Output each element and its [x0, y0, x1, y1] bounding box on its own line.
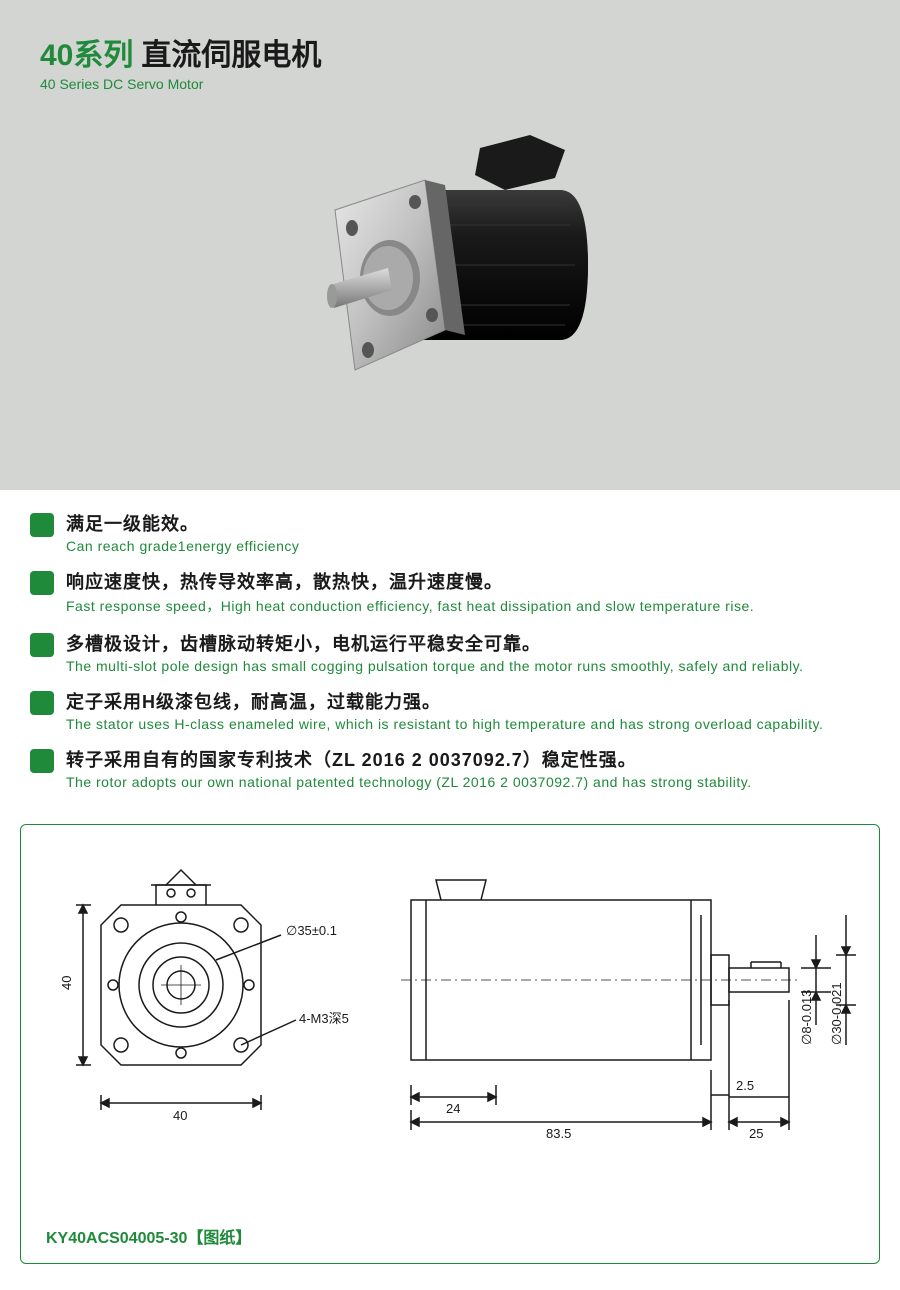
dim-83: 83.5 — [546, 1126, 571, 1141]
feature-item: 满足一级能效。 Can reach grade1energy efficienc… — [30, 510, 860, 554]
bullet-icon — [30, 571, 54, 595]
motor-render — [270, 130, 630, 410]
feature-text: 满足一级能效。 Can reach grade1energy efficienc… — [66, 510, 860, 554]
feature-en: The stator uses H-class enameled wire, w… — [66, 716, 860, 732]
bullet-icon — [30, 691, 54, 715]
bullet-icon — [30, 513, 54, 537]
feature-item: 多槽极设计，齿槽脉动转矩小，电机运行平稳安全可靠。 The multi-slot… — [30, 630, 860, 674]
feature-cn: 满足一级能效。 — [66, 510, 860, 536]
feature-en: Fast response speed，High heat conduction… — [66, 596, 860, 616]
technical-drawing: ∅35±0.1 4-M3深5 40 40 24 83.5 25 2.5 ∅8-0… — [41, 845, 859, 1205]
feature-en: The rotor adopts our own national patent… — [66, 774, 860, 790]
dim-d30: ∅30-0.021 — [829, 982, 844, 1045]
feature-text: 定子采用H级漆包线，耐高温，过载能力强。 The stator uses H-c… — [66, 688, 860, 732]
title-row: 40系列 直流伺服电机 — [40, 30, 860, 74]
feature-item: 响应速度快，热传导效率高，散热快，温升速度慢。 Fast response sp… — [30, 568, 860, 616]
feature-en: The multi-slot pole design has small cog… — [66, 658, 860, 674]
dim-d8: ∅8-0.013 — [799, 990, 814, 1045]
feature-cn: 定子采用H级漆包线，耐高温，过载能力强。 — [66, 688, 860, 714]
dim-w40: 40 — [173, 1108, 187, 1123]
feature-cn: 多槽极设计，齿槽脉动转矩小，电机运行平稳安全可靠。 — [66, 630, 860, 656]
dim-24: 24 — [446, 1101, 460, 1116]
dim-m3: 4-M3深5 — [299, 1011, 349, 1026]
feature-item: 定子采用H级漆包线，耐高温，过载能力强。 The stator uses H-c… — [30, 688, 860, 732]
dim-25: 25 — [749, 1126, 763, 1141]
drawing-container: ∅35±0.1 4-M3深5 40 40 24 83.5 25 2.5 ∅8-0… — [20, 824, 880, 1264]
dim-2-5: 2.5 — [736, 1078, 754, 1093]
features-list: 满足一级能效。 Can reach grade1energy efficienc… — [0, 490, 900, 819]
dim-d35: ∅35±0.1 — [286, 923, 337, 938]
feature-item: 转子采用自有的国家专利技术（ZL 2016 2 0037092.7）稳定性强。 … — [30, 746, 860, 790]
feature-text: 响应速度快，热传导效率高，散热快，温升速度慢。 Fast response sp… — [66, 568, 860, 616]
drawing-label: KY40ACS04005-30【图纸】 — [46, 1224, 251, 1248]
subtitle: 40 Series DC Servo Motor — [40, 76, 860, 92]
feature-cn: 转子采用自有的国家专利技术（ZL 2016 2 0037092.7）稳定性强。 — [66, 746, 860, 772]
title-series: 40系列 — [40, 30, 133, 74]
bullet-icon — [30, 633, 54, 657]
hero-section: 40系列 直流伺服电机 40 Series DC Servo Motor — [0, 0, 900, 490]
dim-h40: 40 — [59, 976, 74, 990]
bullet-icon — [30, 749, 54, 773]
feature-en: Can reach grade1energy efficiency — [66, 538, 860, 554]
feature-text: 转子采用自有的国家专利技术（ZL 2016 2 0037092.7）稳定性强。 … — [66, 746, 860, 790]
feature-text: 多槽极设计，齿槽脉动转矩小，电机运行平稳安全可靠。 The multi-slot… — [66, 630, 860, 674]
feature-cn: 响应速度快，热传导效率高，散热快，温升速度慢。 — [66, 568, 860, 594]
title-product: 直流伺服电机 — [141, 30, 321, 74]
